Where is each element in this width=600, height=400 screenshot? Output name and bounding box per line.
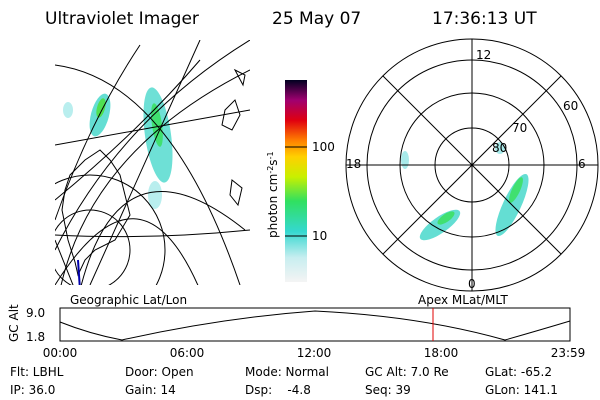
colorbar-tick-label: 100 (312, 140, 335, 154)
mlt-label: 18 (346, 157, 361, 171)
strip-xtick: 12:00 (297, 346, 332, 360)
status-field: GC Alt: 7.0 Re (365, 365, 449, 379)
status-field: Gain: 14 (125, 383, 176, 397)
lat-label: 70 (512, 121, 527, 135)
colorbar-tick-label: 10 (312, 229, 327, 243)
status-field: Dsp: -4.8 (245, 383, 311, 397)
geo-map (55, 40, 250, 285)
status-field: IP: 36.0 (10, 383, 55, 397)
date: 25 May 07 (272, 9, 361, 29)
strip-title: Apex MLat/MLT (418, 293, 508, 307)
time: 17:36:13 UT (432, 9, 537, 29)
strip-xtick: 00:00 (43, 346, 78, 360)
strip-xtick: 18:00 (424, 346, 459, 360)
strip-axis-label: GC Alt (7, 304, 21, 342)
status-field: Seq: 39 (365, 383, 411, 397)
status-field: Door: Open (125, 365, 194, 379)
status-field: Flt: LBHL (10, 365, 64, 379)
strip-ytick: 1.8 (26, 330, 45, 344)
strip-title: Geographic Lat/Lon (70, 293, 187, 307)
mlt-label: 12 (476, 48, 491, 62)
label-exp: -2 (266, 166, 275, 174)
mlt-label: 6 (578, 157, 586, 171)
strip-frame (59, 307, 571, 342)
lat-label: 60 (563, 99, 578, 113)
label-unit: s (266, 159, 280, 165)
colorbar (285, 80, 307, 282)
label-base: photon cm (266, 174, 280, 238)
status-field: Mode: Normal (245, 365, 329, 379)
status-field: GLat: -65.2 (485, 365, 552, 379)
instrument: Ultraviolet Imager (45, 9, 199, 29)
strip-ytick: 9.0 (26, 306, 45, 320)
status-field: GLon: 141.1 (485, 383, 558, 397)
lat-label: 80 (492, 141, 507, 155)
altitude-curve (59, 310, 571, 341)
colorbar-label: photon cm-2s-1 (266, 151, 280, 238)
polar-plot (345, 38, 599, 292)
strip-xtick: 06:00 (170, 346, 205, 360)
label-exp: -1 (266, 151, 275, 159)
mlt-label: 0 (468, 277, 476, 291)
strip-xtick: 23:59 (551, 346, 586, 360)
